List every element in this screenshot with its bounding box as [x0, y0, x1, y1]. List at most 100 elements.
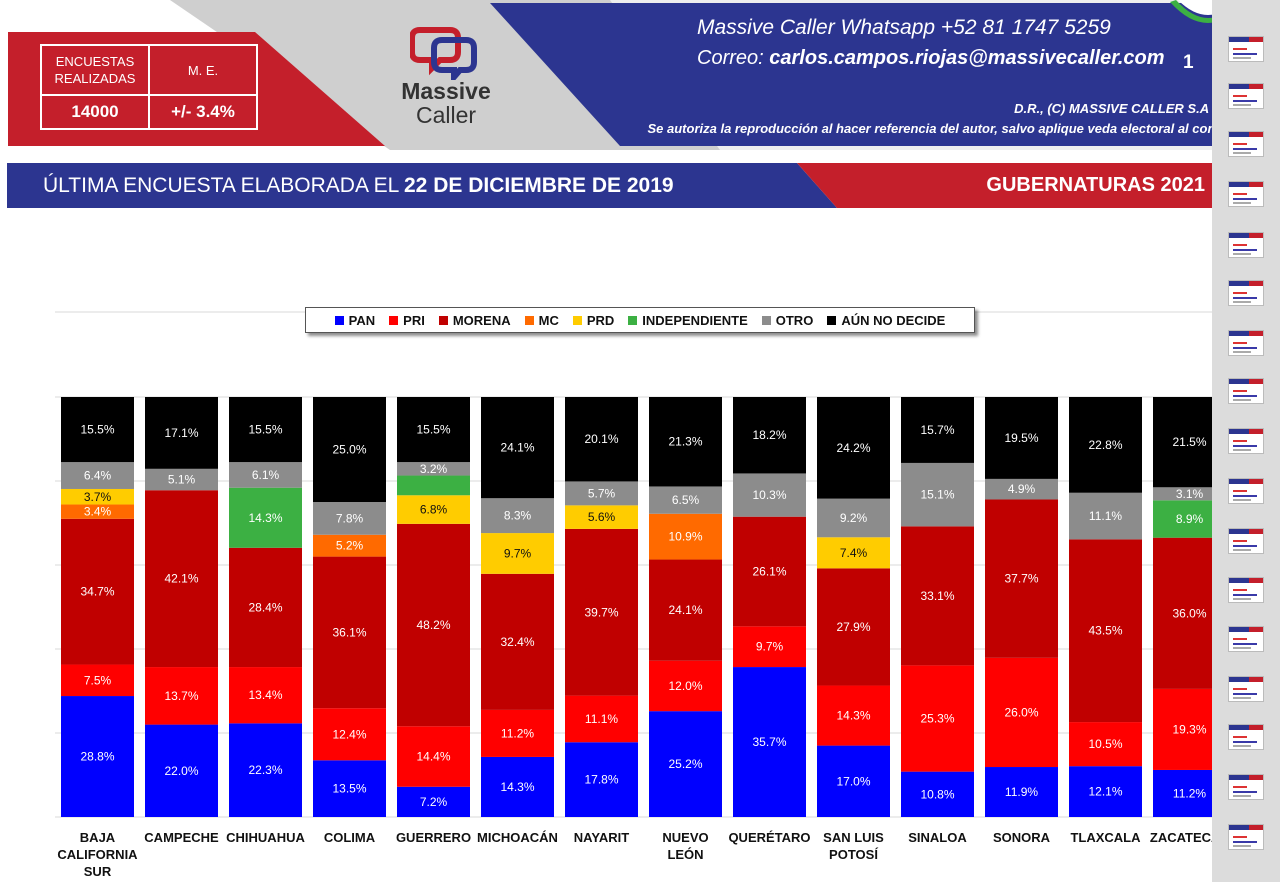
slide-thumbnail[interactable] — [1228, 378, 1264, 404]
bar-segment — [481, 709, 554, 757]
bar-segment — [229, 667, 302, 724]
bar-segment — [145, 490, 218, 668]
bar-segment — [397, 462, 470, 476]
slide-thumbnail[interactable] — [1228, 280, 1264, 306]
bar-segment — [145, 397, 218, 469]
legend-item: PRD — [572, 312, 615, 328]
slide-thumbnail[interactable] — [1228, 428, 1264, 454]
slide-thumbnail[interactable] — [1228, 626, 1264, 652]
legend-swatch — [572, 315, 582, 325]
slide-thumbnail[interactable] — [1228, 824, 1264, 850]
bar-segment — [985, 767, 1058, 817]
data-label: 12.1% — [1088, 785, 1122, 799]
category-label: COLIMA — [324, 830, 376, 845]
slide-thumbnail[interactable] — [1228, 232, 1264, 258]
data-label: 10.3% — [752, 488, 786, 502]
slide-thumbnail[interactable] — [1228, 36, 1264, 62]
data-label: 7.5% — [84, 673, 112, 687]
legend-label: OTRO — [775, 312, 814, 328]
data-label: 17.1% — [164, 426, 198, 440]
surveys-value: 14000 — [42, 96, 150, 128]
bar-segment — [901, 665, 974, 772]
slide-thumbnail[interactable] — [1228, 577, 1264, 603]
slide-thumbnail[interactable] — [1228, 478, 1264, 504]
data-label: 14.3% — [836, 709, 870, 723]
data-label: 15.7% — [920, 423, 954, 437]
bar-segment — [229, 487, 302, 548]
data-label: 33.1% — [920, 589, 954, 603]
data-label: 5.1% — [168, 473, 196, 487]
bar-segment — [61, 518, 134, 665]
data-label: 9.7% — [756, 640, 784, 654]
margin-error-value: +/- 3.4% — [171, 102, 235, 121]
data-label: 6.5% — [672, 493, 700, 507]
category-label: ZACATECAS — [1150, 830, 1212, 845]
bar-segment — [1153, 397, 1212, 488]
email-contact: Correo: carlos.campos.riojas@massivecall… — [697, 47, 1165, 70]
data-label: 37.7% — [1004, 572, 1038, 586]
slide-thumbnail[interactable] — [1228, 83, 1264, 109]
category-label: GUERRERO — [396, 830, 471, 845]
bar-segment — [565, 397, 638, 482]
data-label: 8.3% — [504, 509, 532, 523]
data-label: 11.9% — [1005, 785, 1038, 799]
bar-segment — [985, 657, 1058, 768]
slide-thumbnail[interactable] — [1228, 181, 1264, 207]
category-label: CAMPECHE — [144, 830, 219, 845]
slide-thumbnail[interactable] — [1228, 676, 1264, 702]
bar-segment — [61, 488, 134, 505]
email-label: Correo: — [697, 47, 764, 69]
bar-segment — [397, 475, 470, 496]
page-number: 1 — [1183, 52, 1194, 73]
data-label: 25.0% — [332, 443, 366, 457]
bar-segment — [1153, 769, 1212, 817]
data-label: 24.1% — [668, 603, 702, 617]
bar-segment — [733, 626, 806, 668]
bar-segment — [313, 502, 386, 535]
bar-segment — [313, 760, 386, 817]
bar-segment — [1069, 492, 1142, 540]
data-label: 7.4% — [840, 546, 868, 560]
slide-thumbnail[interactable] — [1228, 330, 1264, 356]
logo-text-line2: Caller — [415, 102, 477, 128]
legend-swatch — [827, 315, 837, 325]
bar-segment — [397, 495, 470, 524]
bar-segment — [1153, 500, 1212, 538]
data-label: 11.2% — [1173, 786, 1206, 800]
bar-segment — [649, 559, 722, 661]
slide-thumbnail-sidebar[interactable] — [1212, 0, 1280, 882]
slide-thumbnail[interactable] — [1228, 131, 1264, 157]
legend-label: AÚN NO DECIDE — [841, 312, 946, 328]
legend-label: PRI — [403, 312, 425, 328]
legend-item: OTRO — [761, 312, 814, 328]
stacked-bar-chart: 28.8% 7.5% 34.7% 3.4%3.7% 6.4% 15.5% BAJA CALIF… — [55, 311, 1212, 879]
data-label: 19.5% — [1004, 431, 1038, 445]
data-label: 25.2% — [668, 757, 702, 771]
slide-thumbnail[interactable] — [1228, 774, 1264, 800]
data-label: 22.3% — [248, 763, 282, 777]
data-label: 26.1% — [752, 565, 786, 579]
data-label: 10.5% — [1088, 737, 1122, 751]
data-label: 3.4% — [84, 505, 112, 519]
data-label: 8.9% — [1176, 512, 1204, 526]
bar-segment — [817, 568, 890, 686]
legend-label: INDEPENDIENTE — [642, 312, 748, 328]
legend-label: MORENA — [452, 312, 511, 328]
bar-segment — [481, 397, 554, 499]
bar-segment — [1153, 537, 1212, 689]
bar-segment — [229, 462, 302, 488]
bar-segment — [61, 696, 134, 817]
category-label: NUEVO — [662, 830, 708, 845]
slide-thumbnail[interactable] — [1228, 724, 1264, 750]
legend-label: PRD — [586, 312, 615, 328]
bar-segment — [901, 771, 974, 817]
slide-thumbnail[interactable] — [1228, 528, 1264, 554]
bar-segment — [817, 745, 890, 817]
survey-stats-table: ENCUESTAS REALIZADAS M. E. 14000 +/- 3.4… — [40, 44, 258, 130]
data-label: 5.7% — [588, 486, 616, 500]
legend-item: PRI — [389, 313, 425, 328]
data-label: 9.2% — [840, 511, 868, 525]
bar-segment — [649, 660, 722, 712]
data-label: 3.7% — [84, 490, 112, 504]
bar-segment — [1069, 722, 1142, 767]
